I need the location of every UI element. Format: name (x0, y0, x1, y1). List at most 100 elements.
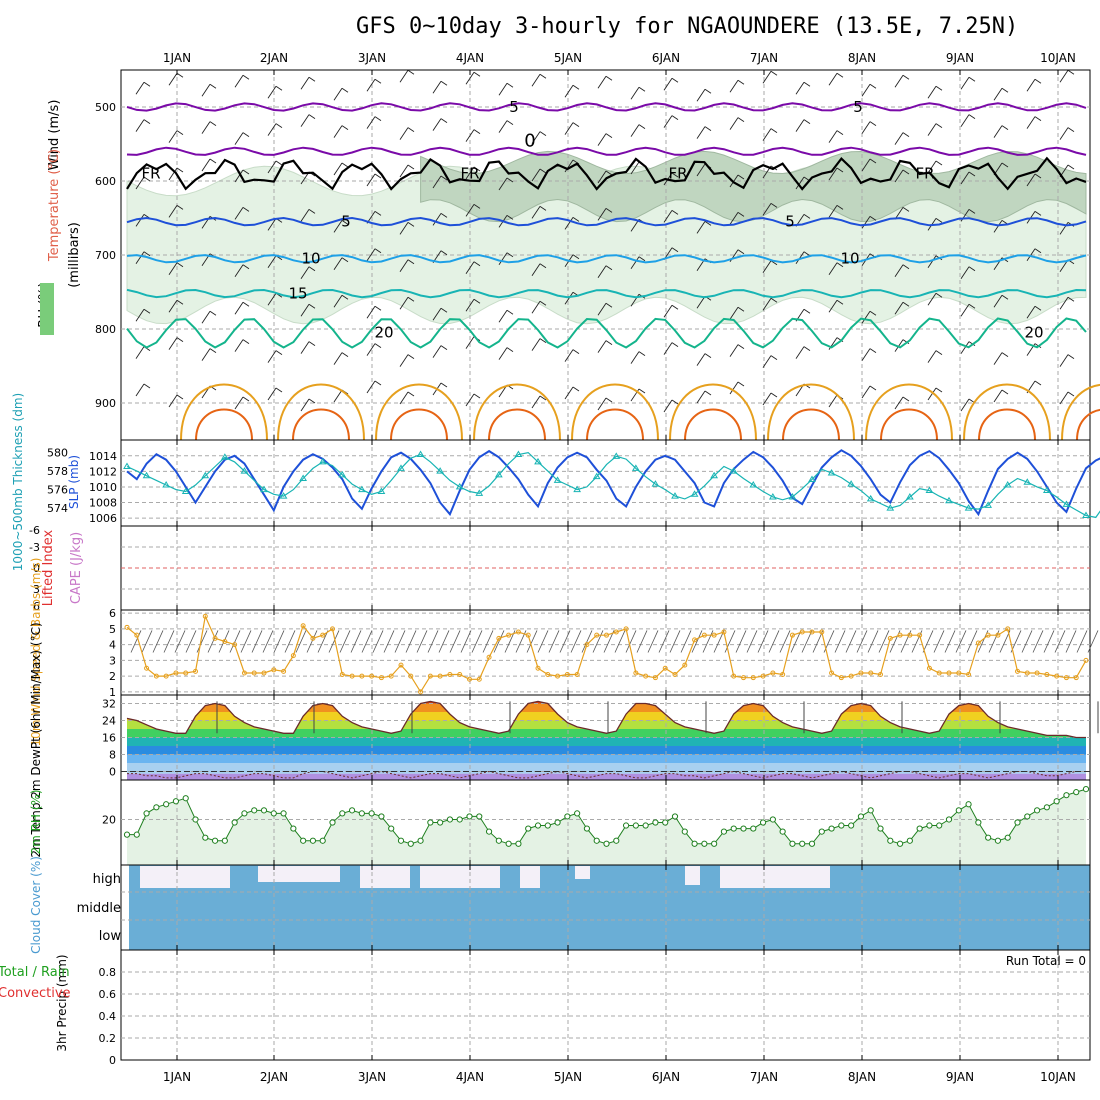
chart-title: GFS 0~10day 3-hourly for NGAOUNDERE (13.… (356, 14, 1018, 39)
y-tick-label: 0.2 (99, 1032, 117, 1045)
wind-barb (927, 387, 937, 401)
wind-barb (960, 266, 970, 280)
wind-barb (795, 81, 805, 95)
wind-barb-flag (275, 85, 283, 91)
bottom-day-label: 9JAN (946, 1070, 974, 1084)
wind-barb (696, 88, 706, 102)
thickness-marker (416, 450, 425, 457)
rh-point (799, 840, 806, 847)
surface-wind-barb (1032, 630, 1044, 653)
wind-barb-flag (836, 72, 844, 78)
wind-barb-flag (803, 308, 811, 314)
wind-barb-flag (572, 84, 580, 90)
wind-barb (168, 205, 178, 218)
rh-point (955, 807, 962, 814)
wind-barb-flag (209, 348, 217, 353)
wind-barb (168, 167, 178, 181)
isotherm-5 (126, 102, 1087, 112)
wind-barb (894, 339, 904, 352)
wind-barb (333, 162, 343, 176)
wind-speed-point (838, 675, 844, 681)
wind-barb (729, 117, 739, 130)
wind-speed-point (320, 632, 326, 638)
upper-wind-label: Wind (m/s) (47, 100, 62, 171)
wind-barb-flag (1001, 125, 1009, 130)
wind-barb (201, 158, 211, 172)
wind-barb (729, 212, 739, 225)
bottom-day-label: 5JAN (554, 1070, 582, 1084)
precip-panel: 0 0.2 0.4 0.6 0.8 (99, 949, 1091, 1067)
wind-speed-point (467, 676, 472, 682)
wind-barb (993, 352, 1003, 365)
wind-barb-flag (737, 117, 745, 122)
rh-point (779, 828, 786, 835)
wind-barb-flag (407, 259, 415, 265)
wind-speed-point (682, 662, 688, 668)
wind-barb-flag (1067, 69, 1075, 75)
surface-wind-barb (152, 630, 164, 653)
y-tick-label: 20 (102, 813, 116, 826)
rh-point (926, 822, 933, 829)
surface-wind-barb (779, 630, 791, 653)
y-tick-label: 576 (47, 484, 68, 497)
surface-wind-barb (438, 630, 450, 653)
rh-point (906, 837, 913, 844)
isotherm-label: 5 (509, 98, 519, 116)
wind-barb-flag (374, 305, 382, 311)
wind-barb (531, 263, 541, 277)
wind-barb (828, 72, 838, 86)
wind-barb-flag (440, 250, 448, 256)
wind-barb (465, 129, 475, 142)
wind-barb (333, 257, 343, 271)
rh-point (221, 837, 228, 844)
wind-barb-flag (176, 130, 184, 135)
surface-wind-barb (196, 630, 208, 653)
wind-barb-flag (209, 158, 217, 164)
wind-speed-point (202, 613, 208, 619)
thickness-marker (690, 490, 699, 497)
surface-wind-barb (185, 630, 197, 653)
cloud-cover-panel: high middle low (77, 864, 1091, 951)
thickness-marker (338, 470, 347, 478)
wind-barb-flag (704, 88, 712, 94)
y-tick-label: 0 (109, 1054, 116, 1067)
thickness-marker (1023, 478, 1032, 485)
wind-barb-flag (968, 114, 976, 119)
wind-speed-point (281, 668, 287, 674)
surface-wind-barb (933, 630, 945, 653)
wind-barb-flag (1034, 248, 1042, 254)
thickness-marker (260, 485, 268, 493)
top-day-label: 2JAN (260, 51, 288, 65)
thickness-marker (1042, 486, 1051, 494)
surface-wind-barb (955, 630, 967, 653)
wind-speed-point (1063, 675, 1069, 681)
wind-barb-flag (407, 354, 415, 359)
top-day-label: 3JAN (358, 51, 386, 65)
wind-speed-point (750, 675, 756, 681)
wind-barb (168, 72, 178, 86)
wind-barb (399, 127, 409, 140)
wind-barb (564, 386, 574, 400)
wind-barb (762, 392, 772, 406)
wind-speed-point (506, 632, 512, 638)
wind-barb-flag (341, 294, 349, 300)
wind-barb (333, 87, 343, 101)
wind-speed-point (946, 670, 952, 676)
wind-speed-point (701, 632, 707, 638)
wind-barb-flag (770, 297, 778, 303)
wind-barb-flag (1001, 352, 1009, 357)
precip-convective-label: Convective (0, 986, 71, 1001)
wind-barb-flag (1067, 391, 1075, 397)
surface-wind-barb (647, 630, 659, 653)
cloud-level-label: middle (77, 901, 121, 916)
wind-barb-flag (902, 396, 910, 402)
bottom-day-label: 6JAN (652, 1070, 680, 1084)
wind-barb-flag (737, 344, 745, 349)
surface-wind-barb (427, 630, 439, 653)
wind-speed-point (1073, 675, 1079, 681)
rh-point (730, 825, 737, 832)
surface-wind-barb (592, 630, 604, 653)
surface-wind-barb (1043, 630, 1055, 653)
rh-point (1043, 804, 1050, 811)
wind-speed-point (290, 653, 296, 659)
